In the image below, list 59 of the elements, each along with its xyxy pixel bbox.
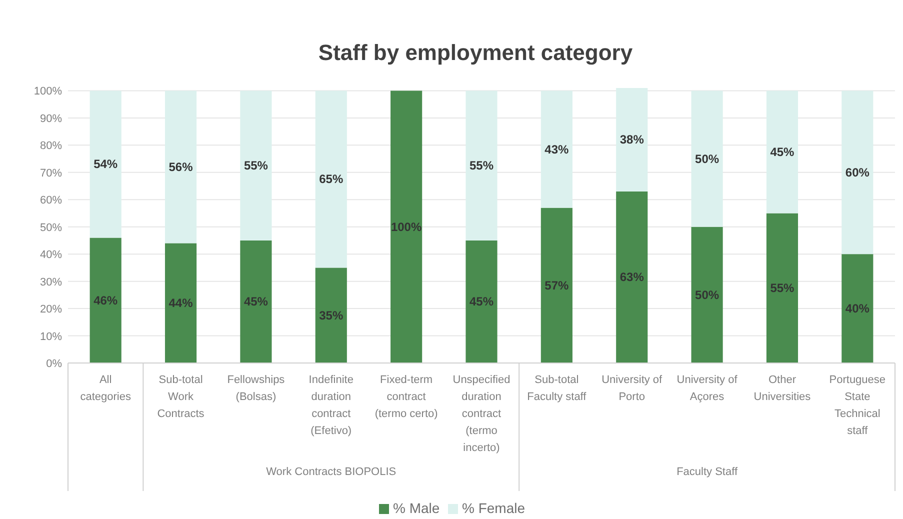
data-label: 57% [544,278,570,292]
y-tick-label: 20% [40,304,62,316]
data-label: 45% [244,294,268,309]
data-label: 63% [620,270,644,284]
x-tick-label: Unspecified duration contract (termo incerto) [452,374,510,454]
bar [691,226,723,363]
data-label: 46% [94,293,118,308]
chart-title: Staff by employment category [318,40,634,65]
x-tick-label: University of Açores [676,374,738,403]
data-label: 45% [469,294,494,309]
data-label: 55% [244,158,268,173]
legend-label: % Female [462,500,526,516]
y-tick-label: 90% [40,112,62,125]
x-tick-label: All categories [80,374,132,403]
x-tick-label: Portuguese State Technical staff [829,374,886,437]
data-label: 38% [620,132,644,147]
x-tick-label: Fellowships (Bolsas) [227,374,286,403]
y-tick-label: 50% [40,222,62,234]
bar [390,90,422,363]
data-label: 40% [845,302,870,316]
bar [540,208,572,363]
x-tick-label: University of Porto [602,374,664,403]
y-tick-label: 60% [40,194,62,207]
data-label: 50% [695,288,720,302]
bar [766,213,798,363]
x-tick-label: Indefinite duration contract (Efetivo) [308,374,354,437]
x-tick-label: Sub-total Faculty staff [527,374,588,403]
legend-label: % Male [393,500,440,516]
bar [240,240,272,363]
data-label: 50% [695,152,720,166]
y-tick-label: 80% [40,140,62,152]
bar [616,191,648,363]
bar [164,243,197,363]
y-tick-label: 40% [40,249,62,262]
y-tick-label: 100% [34,86,62,98]
x-tick-label: Fixed-term contract (termo certo) [374,374,438,420]
bar [466,240,498,363]
text: Faculty Staff [676,466,738,478]
x-tick-label: Other Universities [754,374,812,403]
data-label: 56% [168,160,194,174]
data-label: 55% [469,158,494,173]
data-label: 44% [168,296,194,310]
x-tick-label: Sub-total Work Contracts [157,374,205,420]
data-label: 60% [845,165,870,180]
y-tick-label: 10% [40,330,62,343]
data-label: 35% [319,308,344,322]
data-label: 54% [94,157,118,172]
data-label: 43% [544,142,570,156]
data-label: 65% [319,172,344,186]
data-label: 55% [770,281,795,296]
text: Work Contracts BIOPOLIS [266,466,396,478]
data-label: 45% [770,144,795,159]
bar [90,238,122,363]
y-tick-label: 70% [40,167,62,180]
bar [315,268,347,363]
data-label: 100% [390,220,422,234]
bar [842,254,874,363]
y-tick-label: 30% [40,276,62,288]
y-tick-label: 0% [46,358,62,370]
